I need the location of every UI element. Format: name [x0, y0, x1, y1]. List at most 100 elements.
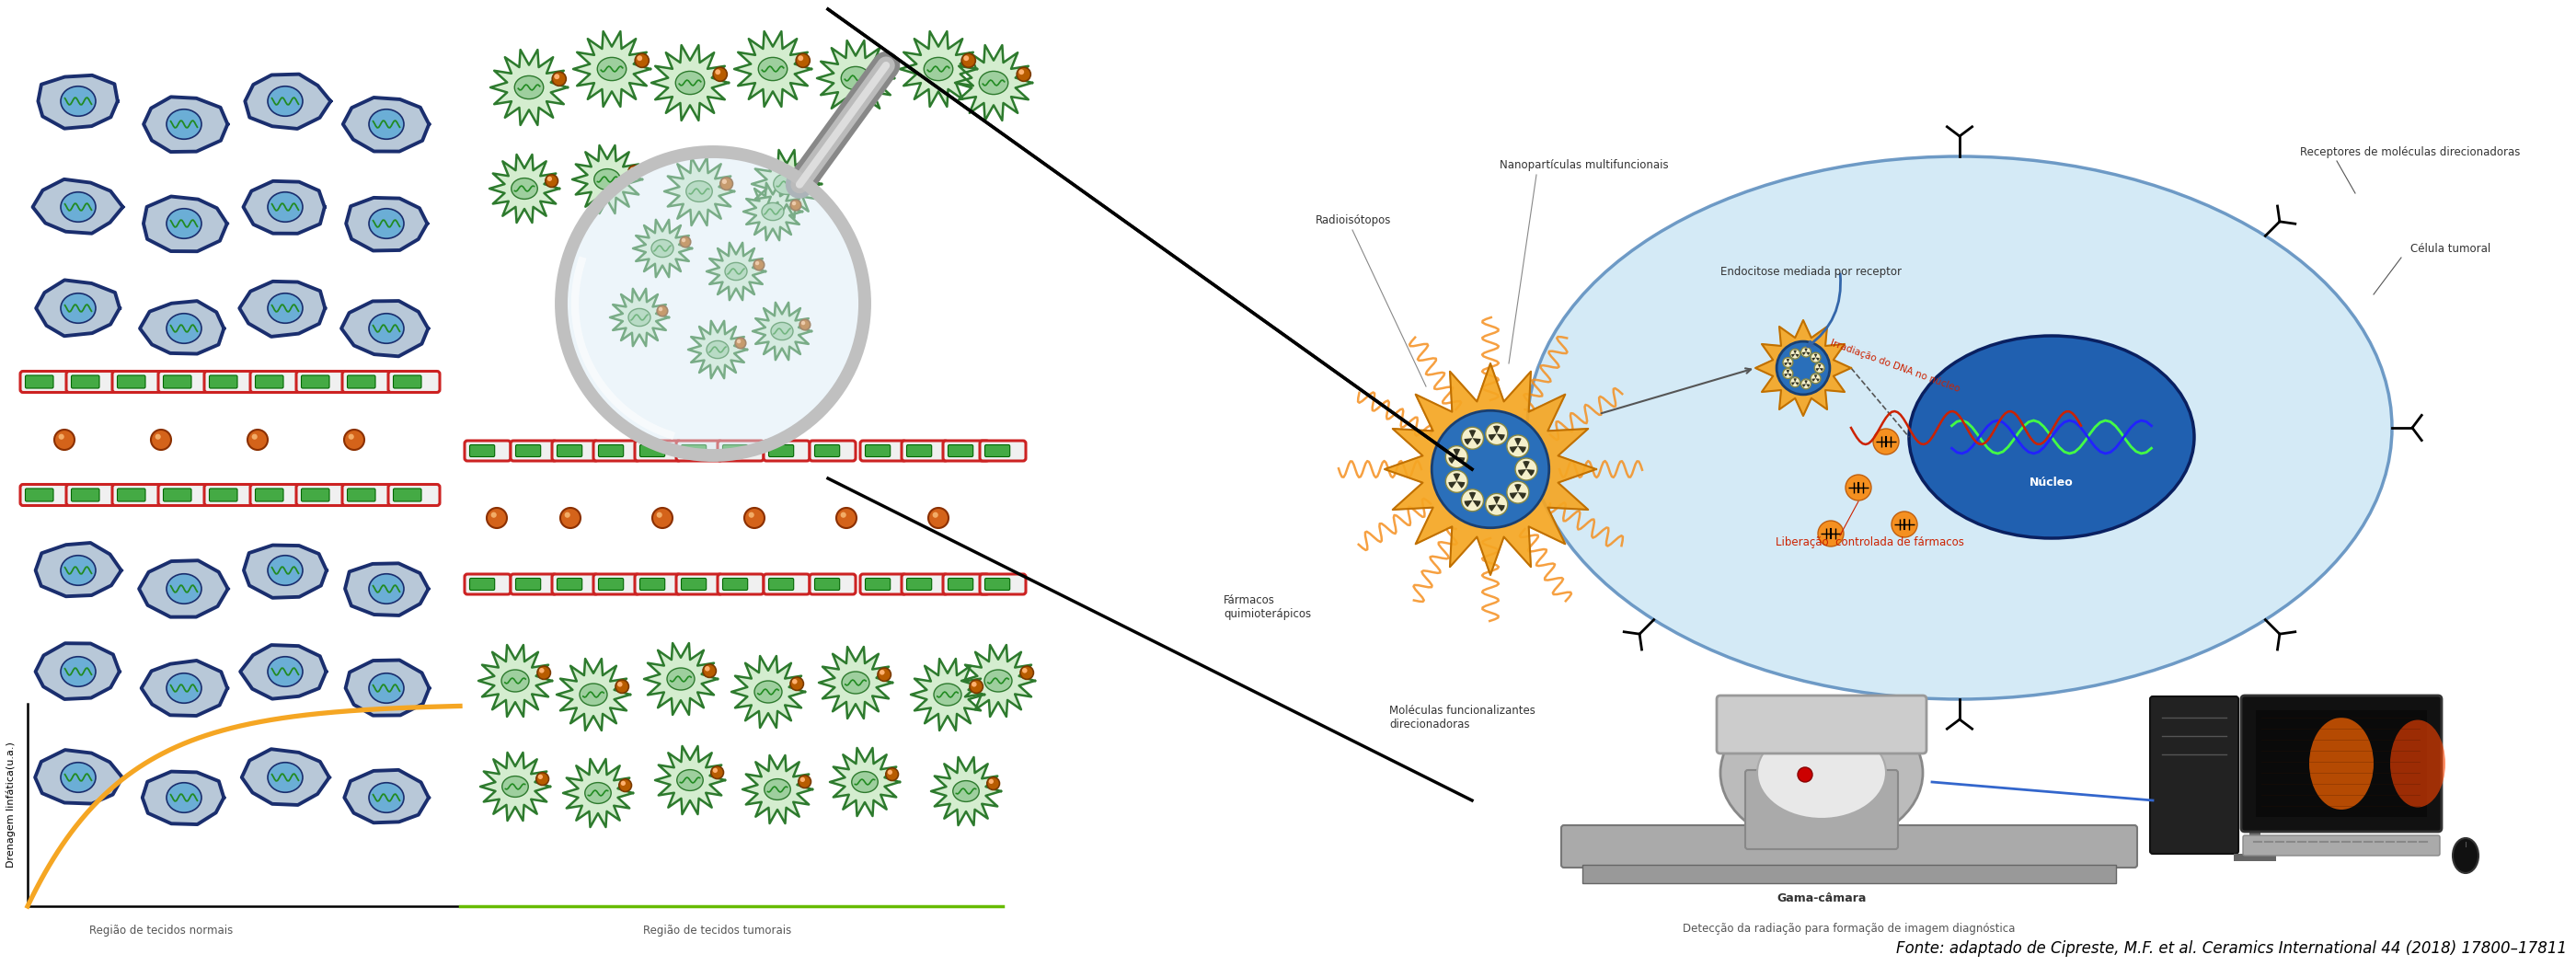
Circle shape [634, 53, 649, 68]
Ellipse shape [2391, 720, 2445, 808]
FancyBboxPatch shape [469, 579, 495, 590]
Polygon shape [245, 74, 330, 128]
FancyBboxPatch shape [67, 484, 118, 505]
Wedge shape [1814, 375, 1816, 379]
Wedge shape [1793, 379, 1795, 383]
Circle shape [721, 178, 732, 190]
Circle shape [878, 669, 884, 675]
Circle shape [878, 63, 894, 76]
Ellipse shape [1757, 726, 1886, 819]
Circle shape [799, 320, 811, 330]
Polygon shape [912, 659, 984, 730]
Circle shape [538, 668, 544, 673]
FancyBboxPatch shape [768, 579, 793, 590]
Ellipse shape [598, 57, 626, 80]
Circle shape [1018, 68, 1030, 81]
Wedge shape [1497, 434, 1504, 440]
Polygon shape [345, 660, 430, 716]
FancyBboxPatch shape [866, 444, 891, 457]
FancyBboxPatch shape [162, 489, 191, 501]
Circle shape [791, 677, 804, 691]
Bar [2233, 854, 2277, 861]
Text: Liberação  controlada de fármacos: Liberação controlada de fármacos [1775, 537, 1963, 549]
Circle shape [618, 779, 631, 792]
Polygon shape [961, 645, 1036, 717]
Circle shape [1873, 429, 1899, 454]
Circle shape [755, 260, 765, 270]
Polygon shape [139, 301, 224, 354]
Circle shape [1801, 379, 1811, 389]
Ellipse shape [762, 203, 783, 220]
Ellipse shape [677, 770, 703, 790]
Wedge shape [1497, 504, 1504, 511]
Text: Fonte: adaptado de Cipreste, M.F. et al. Ceramics International 44 (2018) 17800–: Fonte: adaptado de Cipreste, M.F. et al.… [1896, 940, 2566, 956]
FancyBboxPatch shape [943, 574, 989, 594]
Text: Região de tecidos normais: Região de tecidos normais [90, 924, 232, 937]
Wedge shape [1517, 446, 1525, 453]
Circle shape [1507, 481, 1530, 503]
FancyBboxPatch shape [348, 376, 376, 388]
FancyBboxPatch shape [719, 574, 762, 594]
Circle shape [636, 55, 641, 61]
Wedge shape [1522, 461, 1530, 469]
Polygon shape [142, 661, 227, 716]
Ellipse shape [502, 669, 528, 692]
FancyBboxPatch shape [592, 440, 639, 461]
Circle shape [969, 680, 984, 694]
FancyBboxPatch shape [866, 579, 891, 590]
Circle shape [345, 430, 363, 450]
Circle shape [809, 170, 819, 183]
Wedge shape [1494, 426, 1499, 434]
Ellipse shape [667, 668, 696, 690]
Polygon shape [142, 772, 224, 824]
Ellipse shape [706, 341, 729, 358]
FancyBboxPatch shape [2151, 696, 2239, 854]
Wedge shape [1819, 364, 1821, 368]
Wedge shape [1806, 384, 1811, 387]
Circle shape [564, 512, 569, 518]
Ellipse shape [979, 71, 1007, 95]
Text: Fármacos
quimioterápicos: Fármacos quimioterápicos [1224, 594, 1311, 620]
Circle shape [755, 261, 760, 266]
Polygon shape [819, 647, 891, 719]
Polygon shape [752, 302, 811, 360]
FancyBboxPatch shape [551, 440, 598, 461]
Circle shape [1461, 489, 1484, 511]
Ellipse shape [368, 314, 404, 343]
Ellipse shape [62, 762, 95, 792]
Polygon shape [744, 183, 801, 241]
FancyBboxPatch shape [67, 371, 118, 392]
Wedge shape [1816, 368, 1819, 371]
FancyBboxPatch shape [510, 574, 556, 594]
FancyBboxPatch shape [21, 371, 72, 392]
Ellipse shape [368, 109, 404, 139]
Polygon shape [240, 281, 325, 336]
Circle shape [546, 175, 559, 187]
Text: Região de tecidos tumorais: Região de tecidos tumorais [644, 924, 791, 937]
Polygon shape [706, 242, 765, 300]
Wedge shape [1785, 374, 1788, 377]
Wedge shape [1468, 430, 1476, 439]
FancyBboxPatch shape [296, 484, 348, 505]
Circle shape [801, 777, 806, 782]
Polygon shape [572, 31, 649, 106]
Wedge shape [1793, 350, 1795, 354]
Wedge shape [1515, 484, 1522, 493]
Ellipse shape [368, 574, 404, 604]
Polygon shape [242, 749, 330, 805]
Ellipse shape [933, 684, 961, 705]
Circle shape [799, 776, 811, 788]
Ellipse shape [585, 782, 611, 804]
Circle shape [711, 766, 724, 779]
Circle shape [1018, 70, 1025, 74]
Polygon shape [36, 543, 121, 596]
Ellipse shape [724, 263, 747, 280]
Polygon shape [479, 753, 551, 821]
Polygon shape [654, 746, 724, 814]
Polygon shape [572, 145, 641, 213]
FancyBboxPatch shape [2244, 836, 2439, 856]
FancyBboxPatch shape [464, 574, 510, 594]
Polygon shape [734, 31, 811, 106]
Circle shape [657, 305, 667, 316]
Circle shape [1432, 411, 1548, 527]
